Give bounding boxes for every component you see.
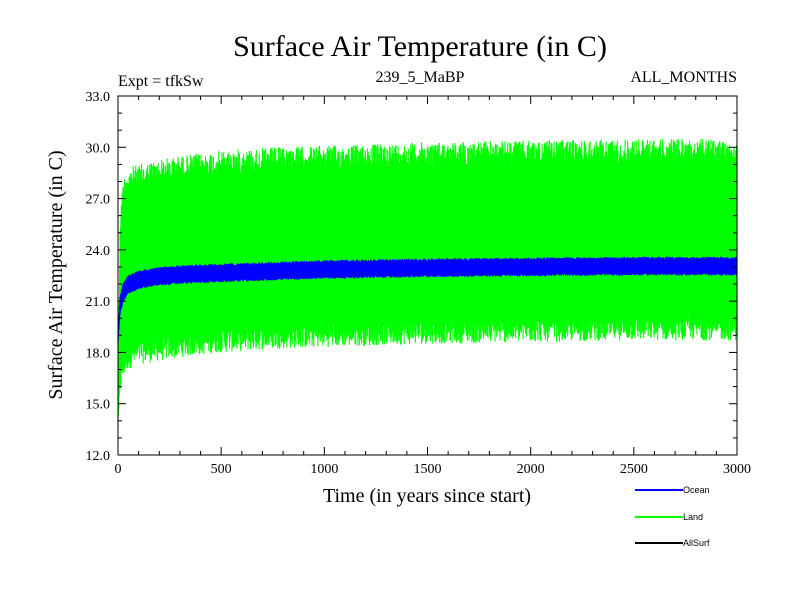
- legend: Ocean Land AllSurf: [635, 485, 710, 548]
- x-axis-label: Time (in years since start): [323, 485, 531, 507]
- y-tick-label: 12.0: [86, 449, 111, 464]
- axes: 0 500 1000 1500 2000 2500 3000 12.0 15.0 18.0 21.0…: [86, 90, 752, 477]
- legend-label-allsurf: AllSurf: [683, 538, 710, 548]
- chart-title: Surface Air Temperature (in C): [233, 30, 607, 63]
- series-land: [117, 138, 738, 429]
- y-tick-label: 18.0: [86, 346, 111, 361]
- y-tick-label: 30.0: [86, 141, 111, 156]
- x-tick-label: 1500: [414, 462, 442, 477]
- legend-label-ocean: Ocean: [683, 485, 710, 495]
- x-tick-label: 0: [115, 462, 122, 477]
- y-tick-label: 21.0: [86, 295, 111, 310]
- y-tick-label: 33.0: [86, 90, 111, 105]
- series-ocean: [117, 256, 738, 347]
- experiment-label: Expt = tfkSw: [118, 73, 204, 90]
- x-tick-label: 3000: [723, 462, 751, 477]
- x-tick-label: 2000: [517, 462, 545, 477]
- y-axis-label: Surface Air Temperature (in C): [45, 150, 67, 399]
- x-tick-label: 2500: [620, 462, 648, 477]
- y-tick-label: 27.0: [86, 193, 111, 208]
- x-tick-label: 1000: [310, 462, 338, 477]
- period-label: 239_5_MaBP: [376, 69, 465, 86]
- x-tick-label: 500: [211, 462, 232, 477]
- y-tick-label: 24.0: [86, 244, 111, 259]
- legend-label-land: Land: [683, 512, 703, 522]
- months-label: ALL_MONTHS: [630, 69, 737, 86]
- y-tick-label: 15.0: [86, 398, 111, 413]
- plot-area: [117, 138, 738, 429]
